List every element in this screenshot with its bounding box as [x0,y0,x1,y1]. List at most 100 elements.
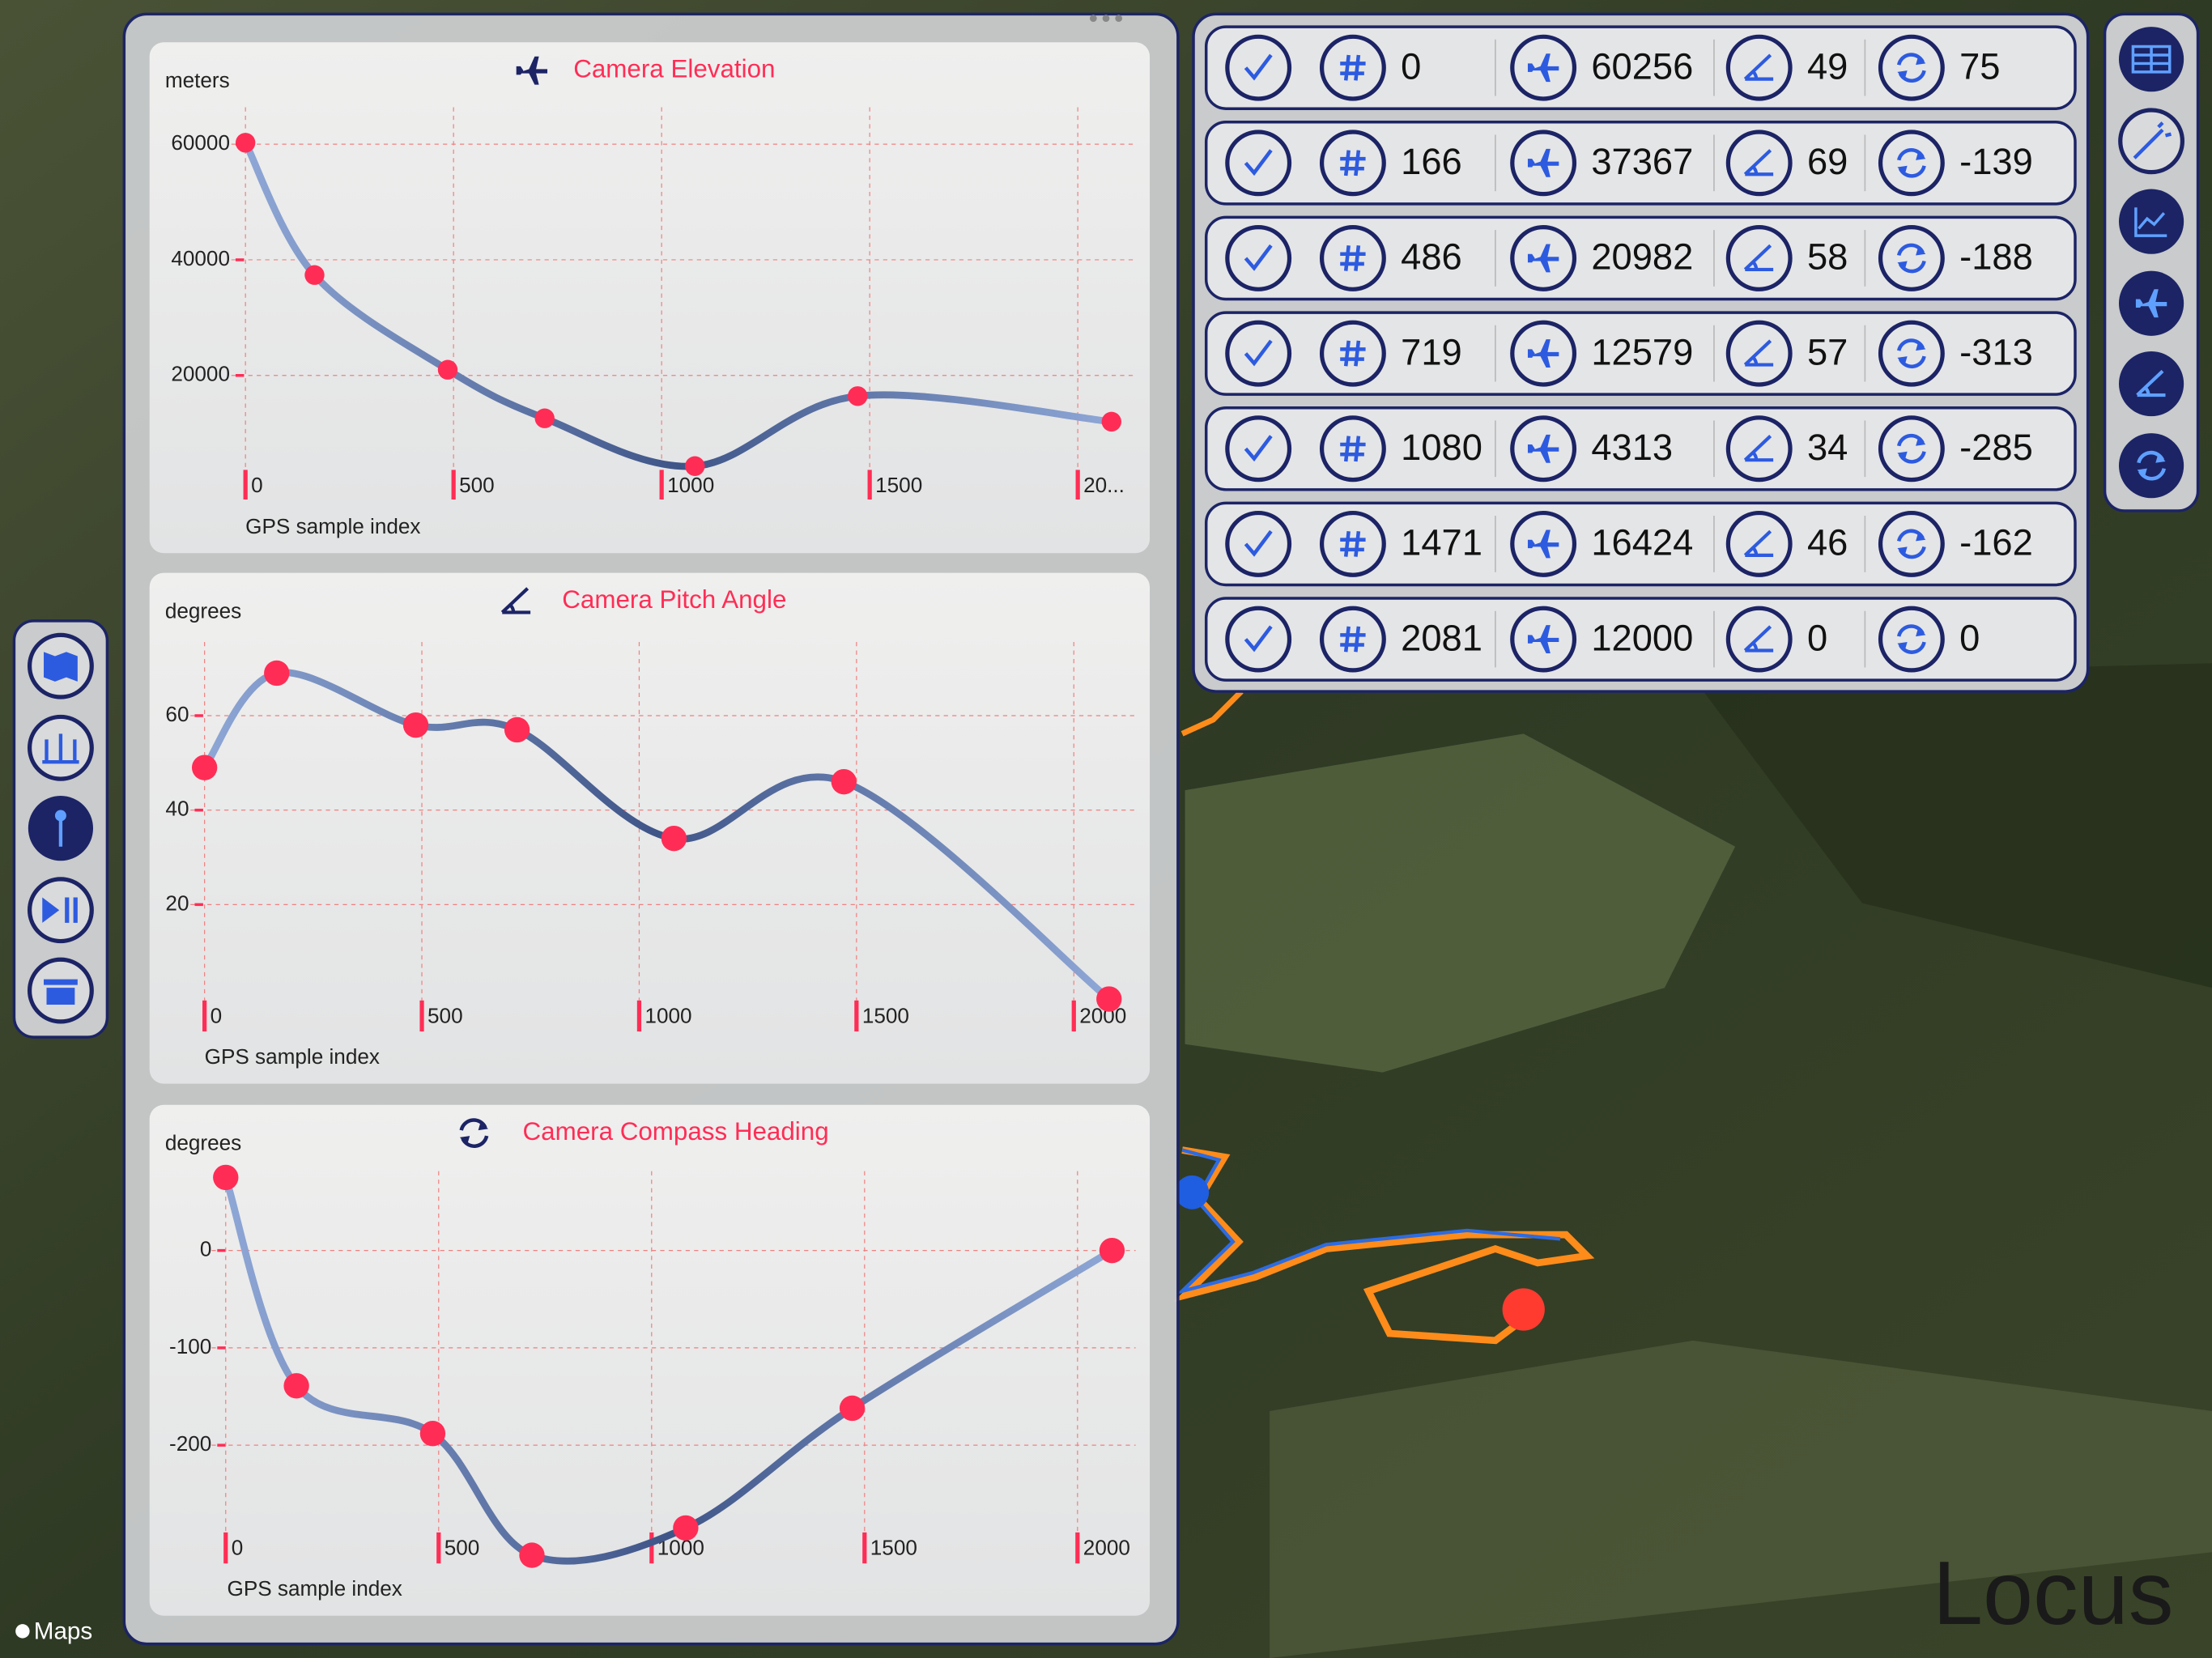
icon [2133,121,2172,159]
chart-title: Camera Compass Heading [523,1117,829,1146]
cell-icon-ring [1878,34,1945,101]
x-tick-label: 500 [428,1004,463,1028]
y-tick-label: 40000 [171,246,230,270]
cell-icon-ring [1725,34,1793,101]
cell-value: 0 [1959,617,1980,658]
row-check[interactable] [1225,34,1292,101]
y-tick-label: 60 [165,702,189,726]
cell-value: -188 [1959,236,2033,278]
row-check[interactable] [1225,606,1292,673]
watermark: Locus [1933,1542,2174,1643]
row-check[interactable] [1225,130,1292,197]
toolbar-buttons [2118,27,2185,499]
cell-value: 1471 [1401,522,1482,563]
cell-value: 166 [1401,141,1462,182]
cell-icon-ring [1510,510,1577,577]
cell-value: 75 [1959,45,2000,87]
cell-value: -285 [1959,427,2033,468]
icon [42,897,78,923]
icon [44,979,78,1005]
toolbar-buttons [27,632,94,1024]
x-tick-label: 1000 [667,473,714,497]
finish-pin[interactable] [1502,1288,1545,1331]
data-point [1099,1237,1125,1264]
table-row[interactable] [1204,501,2077,587]
chart-card [149,1104,1151,1616]
y-axis-label: meters [165,68,230,92]
data-point [839,1395,866,1422]
data-point [685,456,705,476]
cell-icon-ring [1878,606,1945,673]
cell-icon-ring [1510,606,1577,673]
icon [54,810,66,822]
cell-value: 1080 [1401,427,1482,468]
icon [44,652,78,682]
cell-icon-ring [1319,130,1386,197]
icon [42,733,79,764]
cell-value: 20982 [1591,236,1693,278]
data-point [402,712,429,738]
cell-icon-ring [1725,225,1793,291]
y-axis-label: degrees [165,598,241,623]
apple-logo [15,1624,30,1639]
row-check[interactable] [1225,415,1292,483]
cell-icon-ring [1878,510,1945,577]
line [201,669,1113,1003]
cell-value: 60256 [1591,45,1693,87]
x-tick-label: 500 [459,473,495,497]
table-row[interactable] [1204,121,2077,206]
table-row[interactable] [1204,215,2077,301]
cell-value: 58 [1807,236,1848,278]
grabber[interactable] [1089,15,1123,23]
data-point [437,359,458,380]
data-point [673,1515,699,1541]
x-tick-label: 1500 [875,473,922,497]
row-check[interactable] [1225,225,1292,291]
cell-value: 57 [1807,331,1848,372]
map-fields [1185,733,1736,1073]
row-check[interactable] [1225,320,1292,387]
cell-icon-ring [1878,225,1945,291]
cell-icon-ring [1725,130,1793,197]
y-tick-label: 0 [200,1237,212,1261]
table-row[interactable] [1204,25,2077,110]
cell-icon-ring [1510,130,1577,197]
data-point [1101,411,1121,432]
cell-value: 34 [1807,427,1848,468]
x-tick-label: 1500 [862,1004,909,1028]
cell-value: 12000 [1591,617,1693,658]
y-axis-label: degrees [165,1130,241,1154]
heading-button[interactable] [2119,433,2184,499]
table-row[interactable] [1204,406,2077,491]
cell-value: 46 [1807,522,1848,563]
cell-icon-ring [1319,320,1386,387]
table-row[interactable] [1204,597,2077,682]
route [1176,1148,1561,1295]
cell-value: 37367 [1591,141,1693,182]
map-forest [1692,663,2212,988]
cell-value: 4313 [1591,427,1673,468]
data-point [831,768,857,795]
data-point [419,1421,446,1447]
x-tick-label: 0 [211,1004,223,1028]
cell-icon-ring [1510,415,1577,483]
play-button[interactable] [27,877,94,944]
start-pin[interactable] [1175,1175,1210,1209]
row-check[interactable] [1225,510,1292,577]
y-tick-label: 40 [165,797,189,821]
cell-icon-ring [1319,34,1386,101]
cell-value: -313 [1959,331,2033,372]
cell-icon-ring [1878,415,1945,483]
table-row[interactable] [1204,311,2077,396]
x-tick-label: 2000 [1083,1536,1130,1560]
data-point [534,408,555,428]
x-axis-label: GPS sample index [245,514,420,538]
x-axis-label: GPS sample index [228,1576,402,1601]
cell-value: 49 [1807,45,1848,87]
cell-value: 0 [1807,617,1827,658]
x-tick-label: 0 [251,473,263,497]
y-tick-label: 20 [165,891,189,915]
chart-title: Camera Pitch Angle [562,585,786,614]
cell-icon-ring [1319,225,1386,291]
